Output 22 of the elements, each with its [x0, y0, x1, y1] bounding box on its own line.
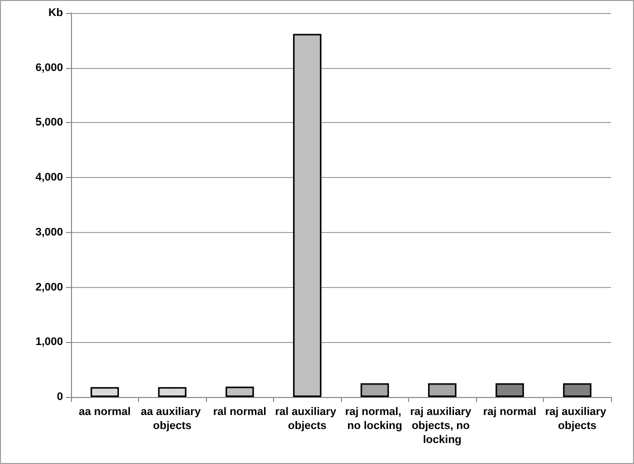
y-tick-label: 2,000 [35, 281, 63, 294]
x-tick-label: aa normal [78, 406, 131, 418]
bar [428, 383, 456, 397]
y-tick-label: 1,000 [35, 336, 63, 348]
bar [360, 383, 389, 397]
x-tick-label: raj auxiliary objects [545, 406, 610, 432]
y-tick-label: 5,000 [35, 116, 63, 129]
x-tick-label: raj normal [483, 406, 536, 418]
x-tick-label: ral auxiliary objects [275, 406, 340, 432]
y-tick-label: Kb [48, 7, 64, 19]
y-tick-label: 3,000 [35, 226, 63, 238]
y-tick-label: 6,000 [35, 62, 63, 74]
x-tick-label: aa auxiliary objects [140, 406, 204, 432]
bar [293, 34, 322, 397]
bar [226, 386, 254, 397]
x-tick-label: ral normal [213, 406, 266, 418]
y-tick-label: 4,000 [35, 172, 63, 184]
bar [90, 387, 119, 397]
y-tick-label: 0 [56, 391, 63, 403]
bar [158, 387, 186, 397]
x-tick-label: raj normal, no locking [345, 406, 404, 432]
x-tick-label: raj auxiliary objects, no locking [410, 406, 474, 446]
